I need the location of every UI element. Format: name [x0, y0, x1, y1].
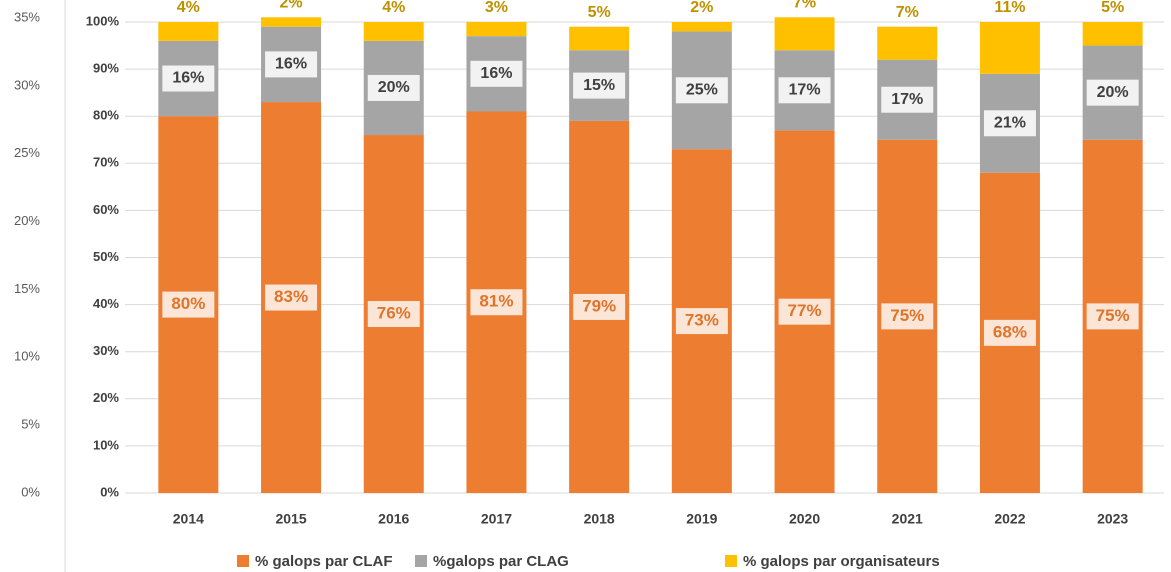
data-label: 81%: [479, 292, 513, 311]
data-label: 4%: [382, 0, 405, 16]
data-label: 77%: [788, 301, 822, 320]
legend-swatch: [725, 555, 737, 567]
data-label-bg: [162, 291, 215, 318]
data-label-bg: [778, 77, 831, 104]
data-label: 17%: [891, 91, 923, 108]
y-tick-label: 50%: [93, 249, 119, 264]
data-label: 4%: [177, 0, 200, 16]
x-tick-label: 2014: [173, 511, 204, 527]
y-tick-label: 100%: [86, 13, 120, 28]
y2-tick-label: 20%: [14, 213, 40, 228]
data-label: 25%: [686, 82, 718, 99]
data-label-bg: [983, 319, 1036, 346]
bar-segment: [569, 26, 630, 51]
y2-tick-label: 5%: [21, 417, 40, 432]
data-label: 15%: [583, 77, 615, 94]
y-tick-label: 10%: [93, 437, 119, 452]
data-label: 17%: [789, 82, 821, 99]
y2-tick-label: 15%: [14, 281, 40, 296]
data-label: 75%: [1096, 306, 1130, 325]
data-label: 83%: [274, 287, 308, 306]
data-label: 20%: [378, 79, 410, 96]
y2-tick-label: 10%: [14, 349, 40, 364]
data-label: 5%: [1101, 0, 1124, 16]
data-label: 79%: [582, 296, 616, 315]
data-label: 73%: [685, 311, 719, 330]
bar-segment: [877, 26, 938, 60]
x-tick-label: 2016: [378, 511, 409, 527]
data-label: 11%: [994, 0, 1025, 16]
y-tick-label: 90%: [93, 61, 119, 76]
data-label-bg: [1086, 303, 1139, 330]
legend-label: %galops par CLAG: [433, 553, 569, 570]
legend-swatch: [237, 555, 249, 567]
legend-label: % galops par organisateurs: [743, 553, 940, 570]
bar-segment: [1082, 22, 1143, 46]
y-tick-label: 70%: [93, 155, 119, 170]
data-label: 68%: [993, 322, 1027, 341]
y2-tick-label: 25%: [14, 145, 40, 160]
data-label: 20%: [1097, 84, 1129, 101]
data-label: 80%: [171, 294, 205, 313]
y-tick-label: 60%: [93, 202, 119, 217]
data-label: 16%: [480, 65, 512, 82]
bar-segment: [466, 22, 527, 37]
data-label-bg: [675, 77, 728, 104]
bar-segment: [774, 17, 835, 51]
legend-swatch: [415, 555, 427, 567]
x-tick-label: 2015: [275, 511, 306, 527]
data-label: 7%: [896, 4, 919, 21]
y-tick-label: 0%: [100, 484, 119, 499]
data-label-bg: [573, 72, 626, 99]
data-label-bg: [265, 284, 318, 311]
bar-segment: [158, 22, 219, 41]
x-tick-label: 2018: [584, 511, 615, 527]
legend-label: % galops par CLAF: [255, 553, 393, 570]
data-label-bg: [265, 51, 318, 78]
data-label: 16%: [275, 56, 307, 73]
data-label-bg: [470, 60, 523, 87]
x-tick-label: 2023: [1097, 511, 1128, 527]
data-label-bg: [470, 289, 523, 316]
x-tick-label: 2020: [789, 511, 820, 527]
data-label: 75%: [890, 306, 924, 325]
bar-segment: [979, 22, 1040, 74]
data-label-bg: [367, 74, 420, 101]
bar-segment: [363, 22, 424, 41]
data-label-bg: [881, 86, 934, 113]
y2-tick-label: 0%: [21, 484, 40, 499]
data-label-bg: [162, 65, 215, 92]
data-label: 16%: [172, 70, 204, 87]
data-label: 5%: [588, 4, 611, 21]
y-tick-label: 30%: [93, 343, 119, 358]
x-tick-label: 2017: [481, 511, 512, 527]
data-label-bg: [675, 308, 728, 335]
bar-segment: [261, 17, 322, 27]
data-label: 21%: [994, 114, 1026, 131]
data-label: 2%: [690, 0, 713, 16]
y2-tick-label: 30%: [14, 77, 40, 92]
data-label-bg: [881, 303, 934, 330]
data-label: 76%: [377, 304, 411, 323]
x-tick-label: 2021: [892, 511, 923, 527]
data-label: 7%: [793, 0, 816, 12]
data-label-bg: [573, 293, 626, 320]
x-tick-label: 2019: [686, 511, 717, 527]
data-label-bg: [778, 298, 831, 325]
y-tick-label: 20%: [93, 390, 119, 405]
bar-segment: [671, 22, 732, 32]
y-tick-label: 80%: [93, 108, 119, 123]
y2-tick-label: 35%: [14, 9, 40, 24]
x-tick-label: 2022: [994, 511, 1025, 527]
data-label-bg: [367, 301, 420, 328]
data-label-bg: [983, 110, 1036, 137]
data-label: 2%: [279, 0, 302, 12]
y-tick-label: 40%: [93, 296, 119, 311]
data-label-bg: [1086, 79, 1139, 106]
data-label: 3%: [485, 0, 508, 16]
